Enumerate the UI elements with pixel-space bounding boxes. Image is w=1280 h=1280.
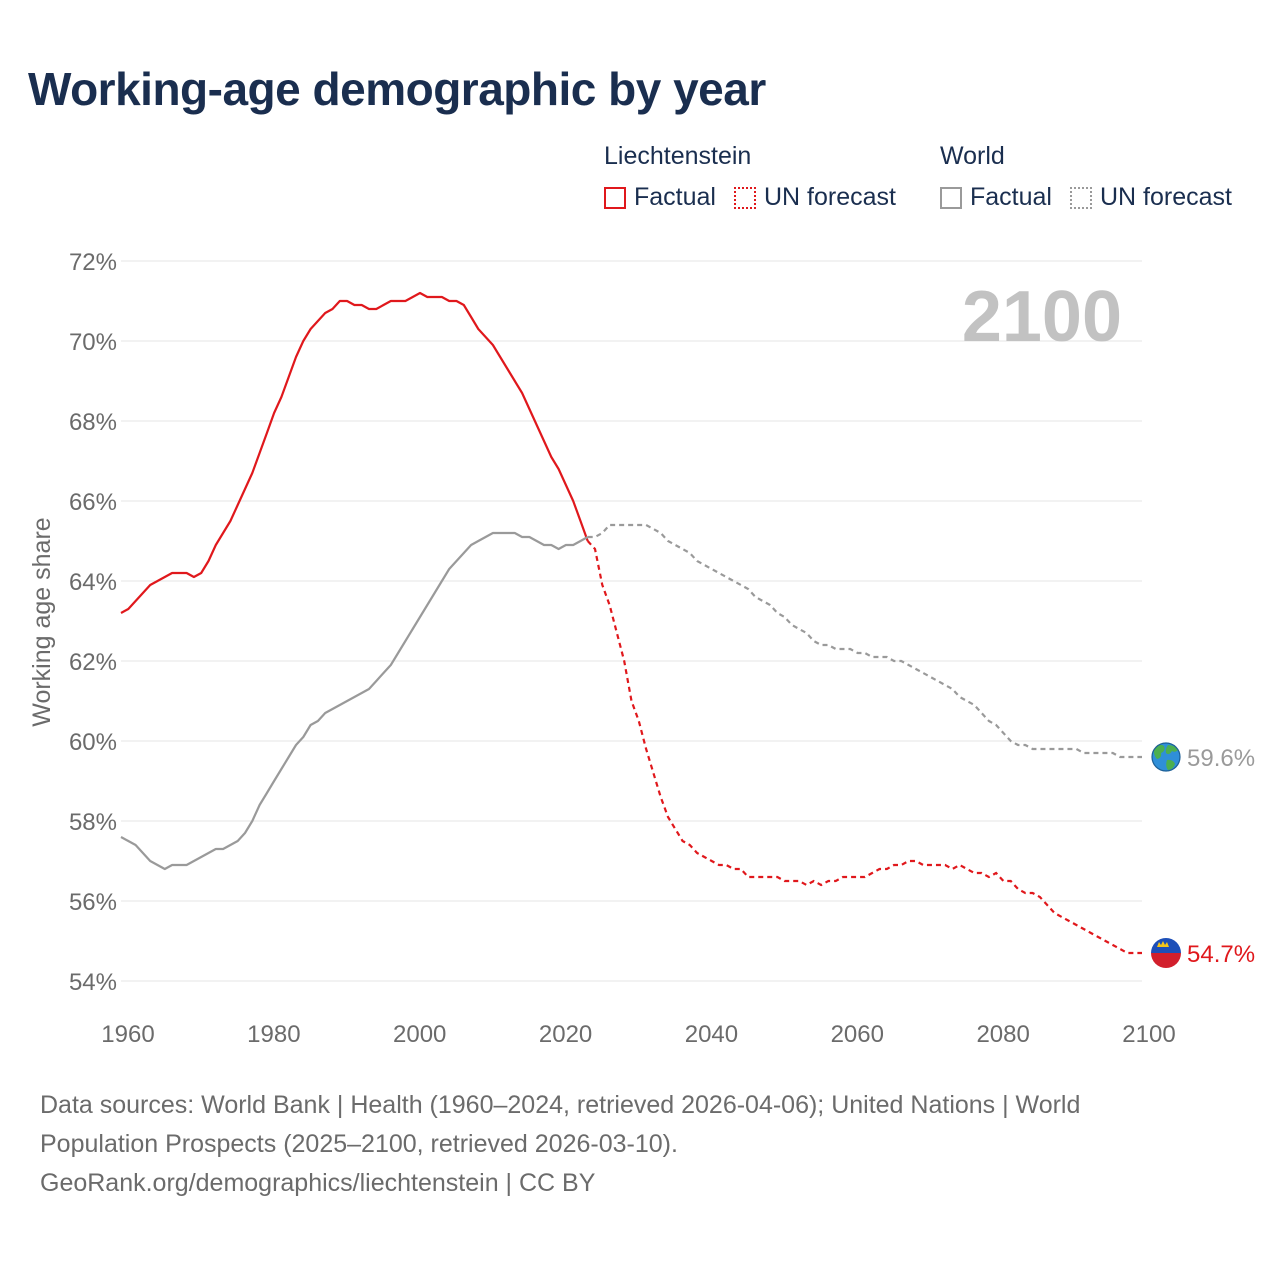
x-tick-label: 2020 — [539, 1021, 592, 1048]
world-factual-line — [120, 531, 589, 871]
y-tick-label: 72% — [69, 249, 117, 276]
x-tick-label: 2100 — [1122, 1021, 1175, 1048]
y-axis-title: Working age share — [28, 517, 56, 726]
legend-item-world-factual[interactable]: Factual — [940, 183, 1052, 212]
legend-item-world-forecast[interactable]: UN forecast — [1069, 183, 1232, 212]
y-tick-label: 70% — [69, 329, 117, 356]
current-year-label: 2100 — [962, 277, 1122, 357]
legend-item-label: UN forecast — [1099, 183, 1232, 211]
liechtenstein-end-value-label: 54.7% — [1187, 941, 1255, 968]
legend-group-title: Liechtenstein — [604, 142, 752, 170]
legend-item-label: UN forecast — [763, 183, 896, 211]
solid-line-swatch-icon — [940, 186, 962, 209]
page-title: Working-age demographic by year — [28, 63, 766, 115]
y-tick-label: 54% — [69, 969, 117, 996]
dotted-line-swatch-icon — [1069, 186, 1092, 209]
y-tick-label: 68% — [69, 409, 117, 436]
legend-item-liechtenstein-factual[interactable]: Factual — [604, 183, 716, 212]
legend-group-title: World — [940, 142, 1005, 170]
x-tick-label: 2000 — [393, 1021, 446, 1048]
x-tick-label: 2080 — [976, 1021, 1029, 1048]
footer: Data sources: World Bank | Health (1960–… — [40, 1086, 1190, 1203]
attribution-link[interactable]: GeoRank.org/demographics/liechtenstein |… — [40, 1169, 596, 1197]
y-tick-label: 64% — [69, 569, 117, 596]
line-chart: 2100 54% 56% 58% 60% 62% 64% 66% 68% 70% 72% 1960 1… — [28, 249, 1255, 1048]
legend-group-liechtenstein: Liechtenstein Factual UN forecast — [604, 142, 914, 212]
y-tick-label: 66% — [69, 489, 117, 516]
y-tick-label: 58% — [69, 809, 117, 836]
x-tick-label: 1960 — [101, 1021, 154, 1048]
x-tick-label: 1980 — [247, 1021, 300, 1048]
world-end-value-label: 59.6% — [1187, 745, 1255, 772]
globe-icon — [1151, 742, 1181, 772]
x-tick-label: 2060 — [831, 1021, 884, 1048]
legend-item-liechtenstein-forecast[interactable]: UN forecast — [733, 183, 896, 212]
dotted-line-swatch-icon — [733, 186, 756, 209]
legend-item-label: Factual — [970, 183, 1052, 211]
y-tick-label: 62% — [69, 649, 117, 676]
y-tick-label: 60% — [69, 729, 117, 756]
world-forecast-line — [587, 523, 1142, 759]
liechtenstein-flag-icon — [1151, 938, 1181, 968]
legend-item-label: Factual — [634, 183, 716, 211]
solid-line-swatch-icon — [604, 186, 626, 209]
y-tick-label: 56% — [69, 889, 117, 916]
legend-group-world: World Factual UN forecast — [940, 142, 1232, 212]
liechtenstein-forecast-line — [586, 540, 1142, 955]
x-tick-label: 2040 — [685, 1021, 738, 1048]
data-sources-text: Data sources: World Bank | Health (1960–… — [40, 1091, 1081, 1158]
liechtenstein-factual-line — [120, 291, 589, 614]
